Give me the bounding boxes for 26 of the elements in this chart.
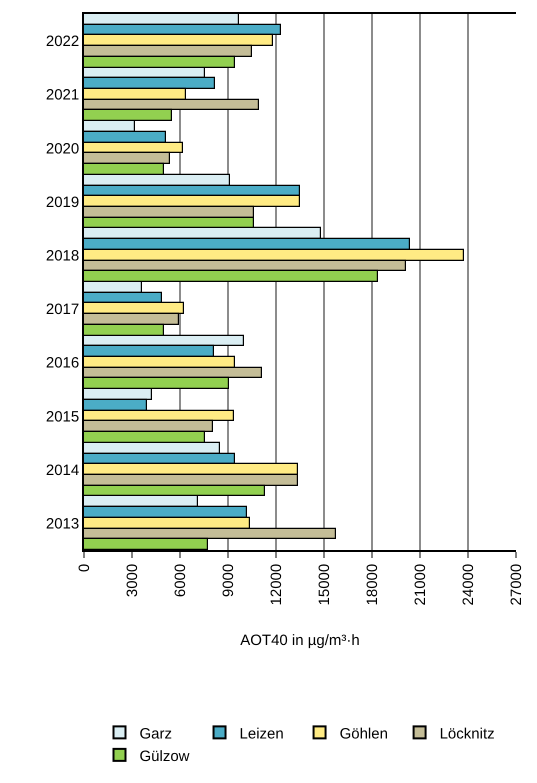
y-tick-label: 2019: [46, 194, 80, 211]
x-tick-label: 0: [76, 564, 93, 572]
x-tick-label: 9000: [220, 564, 237, 598]
x-tick-label: 15000: [316, 564, 333, 606]
x-tick-label: 3000: [124, 564, 141, 598]
y-tick-label: 2021: [46, 86, 80, 104]
x-axis-title: AOT40 in µg/m³·h: [240, 632, 360, 649]
x-tick-label: 12000: [268, 564, 285, 606]
y-tick-label: 2015: [46, 408, 80, 426]
y-tick-label: 2022: [46, 33, 80, 50]
legend-label: Garz: [140, 725, 172, 742]
y-tick-label: 2020: [46, 140, 80, 158]
y-tick-label: 2017: [46, 301, 80, 318]
y-tick-label: 2016: [46, 354, 80, 372]
legend-label: Göhlen: [340, 725, 388, 742]
x-tick-label: 27000: [508, 564, 525, 606]
legend-label: Gülzow: [140, 748, 190, 765]
y-tick-label: 2018: [46, 247, 80, 264]
y-tick-label: 2014: [46, 462, 80, 479]
x-tick-label: 24000: [460, 564, 477, 606]
legend-label: Löcknitz: [440, 725, 495, 742]
x-tick-label: 18000: [364, 564, 381, 606]
x-tick-label: 6000: [172, 564, 189, 598]
legend-label: Leizen: [240, 725, 284, 742]
x-tick-label: 21000: [412, 564, 429, 606]
y-tick-label: 2013: [46, 515, 80, 532]
